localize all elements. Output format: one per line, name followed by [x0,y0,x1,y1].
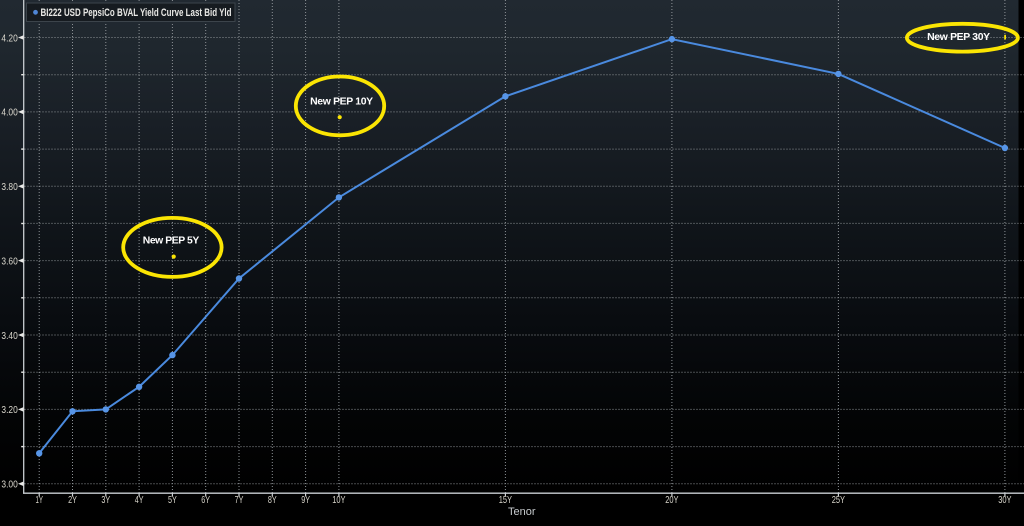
svg-text:15Y: 15Y [499,495,512,506]
svg-text:3.80: 3.80 [1,181,18,193]
svg-text:New PEP 30Y: New PEP 30Y [927,32,990,43]
svg-text:3Y: 3Y [101,495,110,506]
svg-text:3.00: 3.00 [1,479,18,491]
svg-text:5Y: 5Y [168,495,177,506]
svg-text:4Y: 4Y [135,495,144,506]
svg-text:3.40: 3.40 [1,330,18,342]
svg-text:Tenor: Tenor [508,506,536,518]
svg-text:New PEP 10Y: New PEP 10Y [310,96,373,107]
svg-text:6Y: 6Y [201,495,210,506]
svg-text:4.20: 4.20 [1,32,18,44]
svg-text:7Y: 7Y [235,495,244,506]
svg-text:3.20: 3.20 [1,404,18,416]
svg-text:BI222 USD PepsiCo BVAL Yield C: BI222 USD PepsiCo BVAL Yield Curve Last … [41,7,232,19]
svg-text:30Y: 30Y [998,495,1011,506]
svg-text:3.60: 3.60 [1,255,18,267]
svg-text:10Y: 10Y [332,495,345,506]
svg-text:8Y: 8Y [268,495,277,506]
svg-text:20Y: 20Y [665,495,678,506]
svg-text:New PEP 5Y: New PEP 5Y [143,236,200,247]
svg-text:2Y: 2Y [68,495,77,506]
svg-text:25Y: 25Y [832,495,845,506]
svg-text:9Y: 9Y [301,495,310,506]
svg-text:4.00: 4.00 [1,107,18,119]
svg-text:1Y: 1Y [35,495,43,506]
